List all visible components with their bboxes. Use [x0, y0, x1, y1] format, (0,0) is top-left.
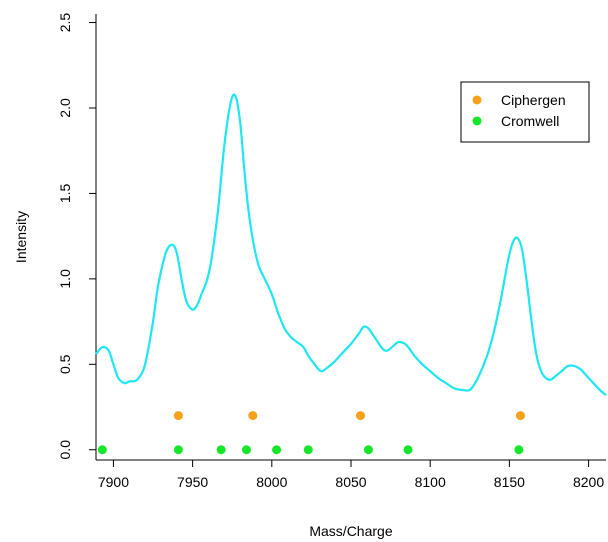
x-tick-label: 8100 [415, 474, 446, 490]
legend-marker-cromwell [472, 116, 482, 126]
y-axis-ticks: 0.0 0.5 1.0 1.5 2.0 2.5 [57, 13, 96, 460]
cromwell-point [363, 445, 373, 455]
x-tick-label: 8200 [573, 474, 604, 490]
cromwell-point [216, 445, 226, 455]
plot-frame [95, 14, 606, 461]
cromwell-point [514, 445, 524, 455]
spectrum-line [95, 93, 607, 396]
y-tick-label: 0.0 [57, 440, 73, 460]
legend-label-ciphergen: Ciphergen [501, 92, 566, 108]
marker-points [97, 411, 525, 455]
x-axis-ticks: 7900 7950 8000 8050 8100 8150 8200 [98, 460, 604, 490]
cromwell-point [303, 445, 313, 455]
legend-label-cromwell: Cromwell [501, 113, 559, 129]
y-tick-label: 2.5 [57, 13, 73, 33]
cromwell-point [272, 445, 282, 455]
cromwell-point [97, 445, 107, 455]
x-tick-label: 7950 [177, 474, 208, 490]
cromwell-point [241, 445, 251, 455]
ciphergen-point [248, 411, 258, 421]
legend-box [460, 81, 590, 143]
y-tick-label: 1.5 [57, 183, 73, 203]
plot-area [95, 93, 607, 455]
ciphergen-point [173, 411, 183, 421]
cromwell-point [173, 445, 183, 455]
ciphergen-point [515, 411, 525, 421]
cromwell-point [403, 445, 413, 455]
y-axis-title: Intensity [13, 211, 29, 263]
x-axis-title: Mass/Charge [309, 523, 392, 539]
y-tick-label: 2.0 [57, 98, 73, 118]
x-tick-label: 8050 [335, 474, 366, 490]
y-tick-label: 1.0 [57, 269, 73, 289]
legend: Ciphergen Cromwell [460, 81, 590, 143]
x-tick-label: 8150 [494, 474, 525, 490]
ciphergen-point [356, 411, 366, 421]
y-tick-label: 0.5 [57, 354, 73, 374]
legend-marker-ciphergen [472, 95, 482, 105]
x-tick-label: 8000 [256, 474, 287, 490]
x-tick-label: 7900 [98, 474, 129, 490]
